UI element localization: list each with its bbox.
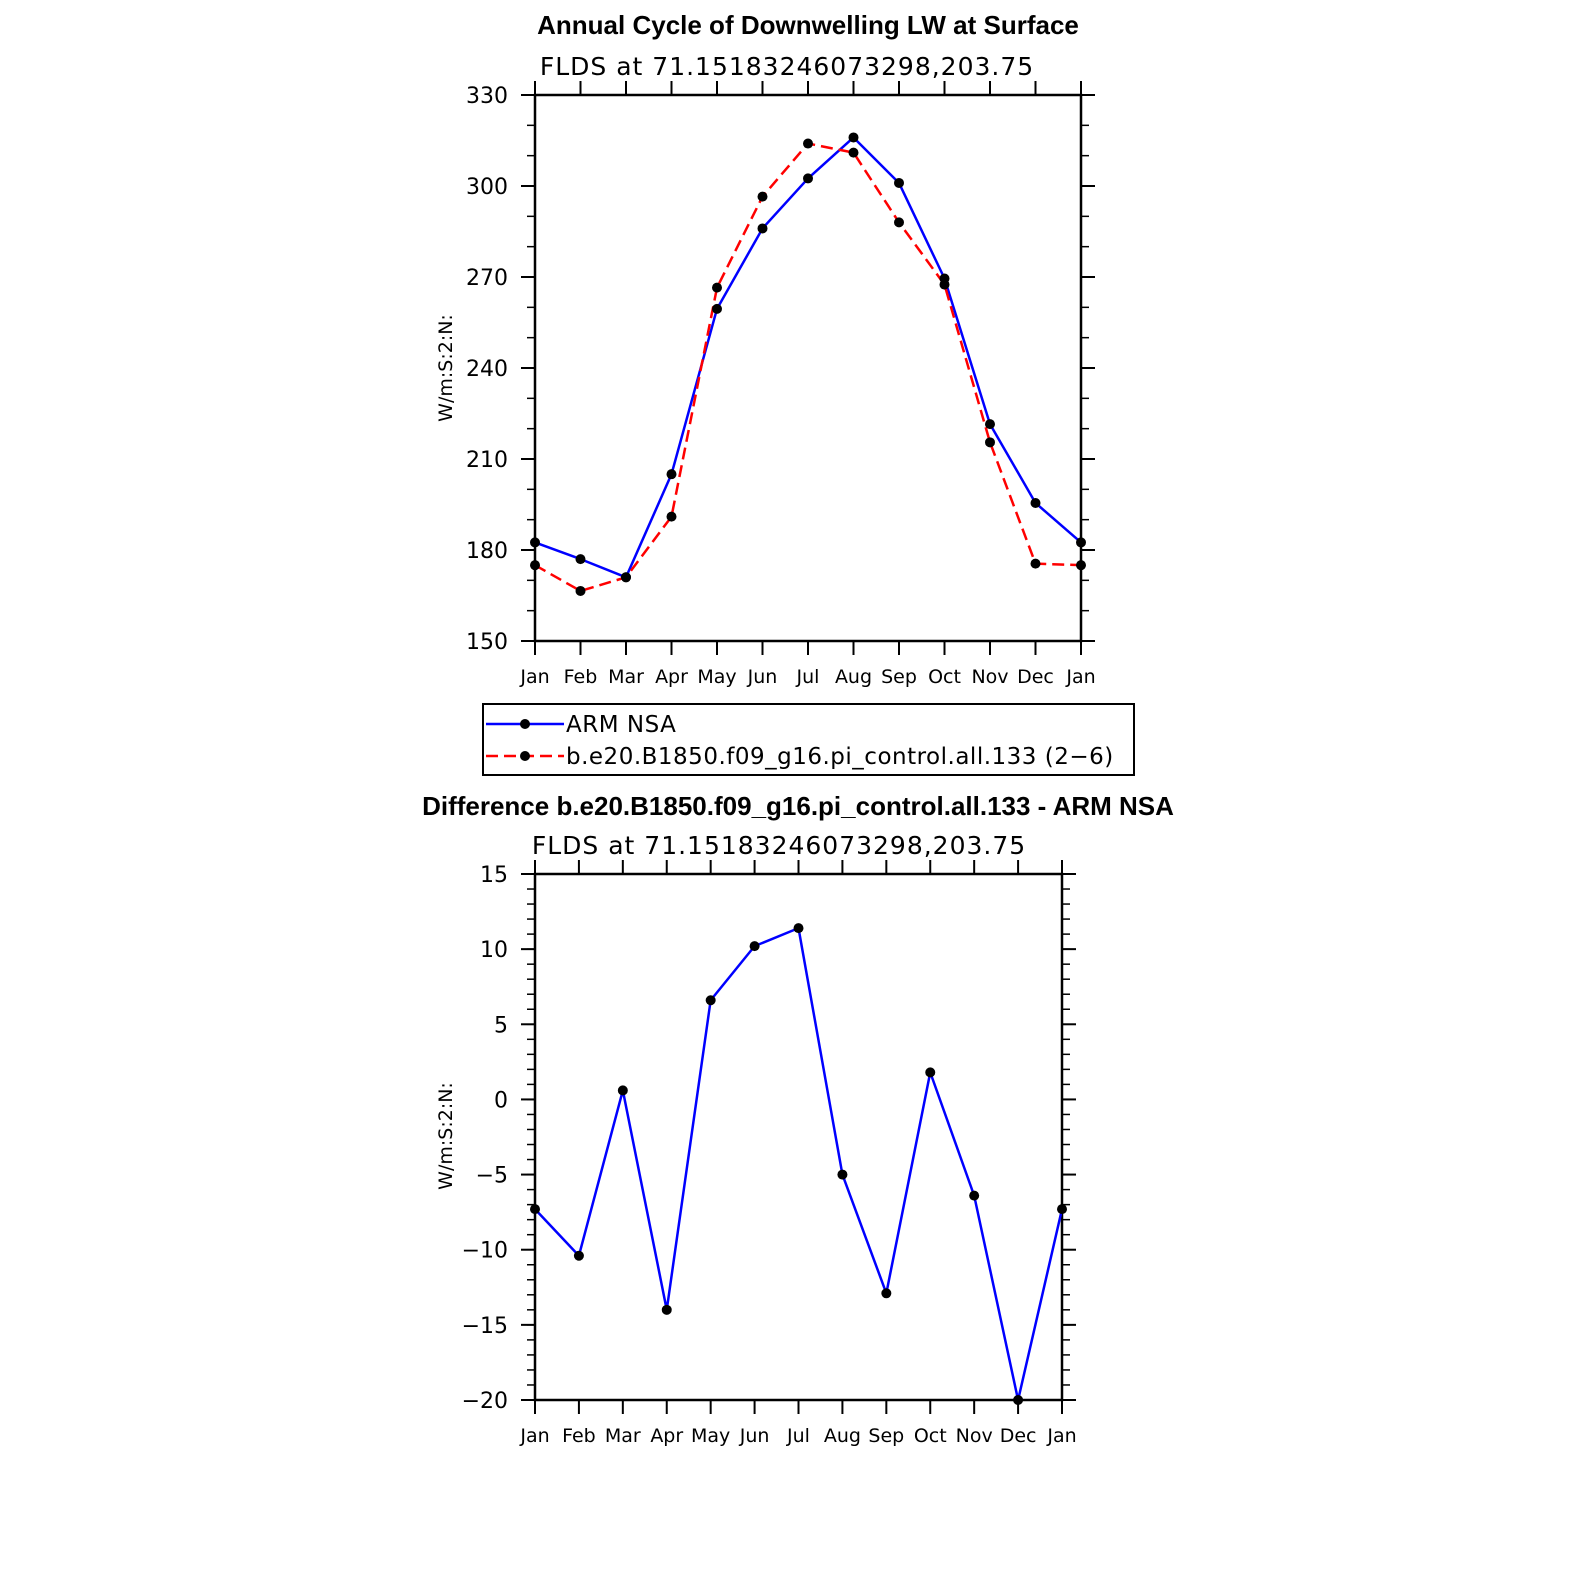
- series-0-point: [530, 1204, 540, 1215]
- x-tick-label: Jan: [1046, 1425, 1076, 1447]
- series-0-point: [1057, 1204, 1067, 1215]
- series-1-point: [621, 572, 631, 583]
- series-1-point: [939, 279, 950, 290]
- x-tick-label: Nov: [971, 666, 1008, 688]
- series-line-0: [534, 136, 1082, 579]
- y-tick-label: −10: [462, 1239, 508, 1264]
- series-0-point: [848, 132, 859, 143]
- y-tick-label: 15: [480, 863, 508, 888]
- series-0-point: [661, 1304, 672, 1315]
- x-tick-label: Apr: [655, 666, 688, 688]
- series-0-point: [793, 923, 804, 934]
- x-tick-label: Oct: [928, 666, 961, 688]
- series-0-point: [757, 223, 768, 234]
- y-tick-label: 330: [466, 84, 508, 109]
- x-tick-label: Feb: [564, 666, 598, 688]
- x-tick-label: Aug: [835, 666, 872, 688]
- chart-subtitle: FLDS at 71.15183246073298,203.75: [540, 52, 1034, 81]
- y-axis-label: W/m:S:2:N:: [435, 1082, 457, 1190]
- series-0-point: [985, 419, 995, 430]
- legend-label-model: b.e20.B1850.f09_g16.pi_control.all.133 (…: [566, 744, 1114, 770]
- series-1-point: [575, 585, 586, 596]
- chart-title: Difference b.e20.B1850.f09_g16.pi_contro…: [422, 791, 1174, 821]
- series-0-point: [1076, 537, 1086, 548]
- series-0-point: [803, 173, 813, 184]
- x-tick-label: Sep: [868, 1425, 904, 1447]
- series-0-point: [573, 1250, 584, 1261]
- series-0-point: [617, 1085, 628, 1096]
- series-1-point: [757, 191, 768, 202]
- y-tick-label: 180: [466, 539, 508, 564]
- series-0-point: [837, 1169, 848, 1180]
- series-0-point: [712, 303, 722, 314]
- y-tick-label: 240: [466, 357, 508, 382]
- y-tick-label: 300: [466, 175, 508, 200]
- plot-frame: [533, 872, 1064, 1402]
- plot-area: Jan Feb Mar Apr May Jun Jul Aug Sep Oct Nov Dec Jan 1…: [466, 81, 1096, 688]
- series-0-point: [1030, 497, 1041, 508]
- y-tick-label: 0: [494, 1088, 508, 1113]
- series-0-point: [575, 554, 586, 565]
- series-1-point: [803, 138, 813, 149]
- series-0-point: [666, 469, 677, 480]
- x-tick-label: Jan: [519, 666, 549, 688]
- series-0-point: [1013, 1395, 1024, 1405]
- x-tick-label: Jan: [519, 1425, 549, 1447]
- x-tick-label: Jul: [786, 1425, 810, 1447]
- y-tick-label: −5: [476, 1164, 508, 1189]
- legend-label-arm-nsa: ARM NSA: [566, 712, 676, 738]
- y-tick-label: 5: [494, 1013, 508, 1038]
- plot-area: Jan Feb Mar Apr May Jun Jul Aug Sep Oct Nov Dec Jan−…: [462, 860, 1077, 1447]
- series-0-point: [530, 537, 540, 548]
- series-1-point: [848, 147, 859, 158]
- x-tick-label: Jul: [796, 666, 820, 688]
- series-0-point: [925, 1067, 936, 1078]
- series-1-point: [985, 437, 995, 448]
- y-tick-label: 270: [466, 266, 508, 291]
- legend-marker-model: [520, 751, 530, 761]
- series-1-point: [712, 282, 722, 293]
- series-0-point: [894, 177, 904, 188]
- x-tick-label: Dec: [1000, 1425, 1037, 1447]
- series-1-point: [894, 217, 904, 228]
- y-tick-label: 10: [480, 938, 508, 963]
- x-tick-label: May: [697, 666, 736, 688]
- y-axis-label: W/m:S:2:N:: [435, 314, 457, 422]
- x-tick-label: Aug: [824, 1425, 861, 1447]
- series-line-1: [534, 142, 1082, 593]
- y-tick-label: −20: [462, 1389, 508, 1414]
- x-tick-label: Sep: [881, 666, 917, 688]
- legend-marker-arm-nsa: [520, 719, 530, 729]
- series-1-point: [530, 560, 540, 571]
- x-tick-label: Jun: [739, 1425, 770, 1447]
- series-0-point: [881, 1288, 892, 1299]
- chart-title: Annual Cycle of Downwelling LW at Surfac…: [537, 10, 1079, 40]
- series-line-0: [534, 926, 1064, 1402]
- x-tick-label: Jan: [1065, 666, 1095, 688]
- annual-cycle-chart: Annual Cycle of Downwelling LW at Surfac…: [435, 10, 1135, 776]
- series-1-point: [1030, 558, 1041, 569]
- y-tick-label: 210: [466, 448, 508, 473]
- x-tick-label: Mar: [608, 666, 644, 688]
- legend: ARM NSA b.e20.B1850.f09_g16.pi_control.a…: [482, 703, 1135, 776]
- series-0-point: [969, 1190, 980, 1201]
- series-1-point: [666, 511, 677, 522]
- y-tick-label: 150: [466, 630, 508, 655]
- x-tick-label: Nov: [956, 1425, 993, 1447]
- series-0-point: [705, 995, 716, 1006]
- x-tick-label: Dec: [1017, 666, 1054, 688]
- x-tick-label: Jun: [747, 666, 778, 688]
- series-0-point: [749, 941, 760, 952]
- y-tick-label: −15: [462, 1314, 508, 1339]
- x-tick-label: Feb: [562, 1425, 596, 1447]
- x-tick-label: Apr: [650, 1425, 683, 1447]
- difference-chart: Difference b.e20.B1850.f09_g16.pi_contro…: [422, 791, 1174, 1447]
- x-tick-label: Oct: [914, 1425, 947, 1447]
- series-1-point: [1076, 560, 1086, 571]
- chart-subtitle: FLDS at 71.15183246073298,203.75: [532, 831, 1026, 860]
- x-tick-label: May: [691, 1425, 730, 1447]
- x-tick-label: Mar: [605, 1425, 641, 1447]
- legend-box: [482, 703, 1135, 776]
